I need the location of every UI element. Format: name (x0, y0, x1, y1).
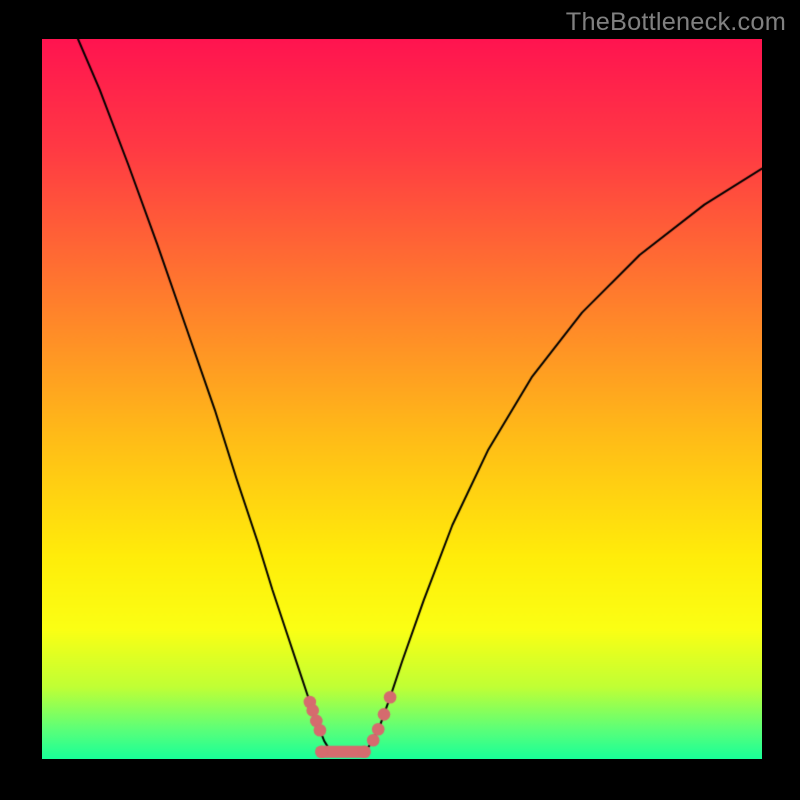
watermark-text: TheBottleneck.com (566, 8, 786, 37)
bottleneck-curve-plot (42, 39, 762, 759)
chart-root: TheBottleneck.com (0, 0, 800, 800)
